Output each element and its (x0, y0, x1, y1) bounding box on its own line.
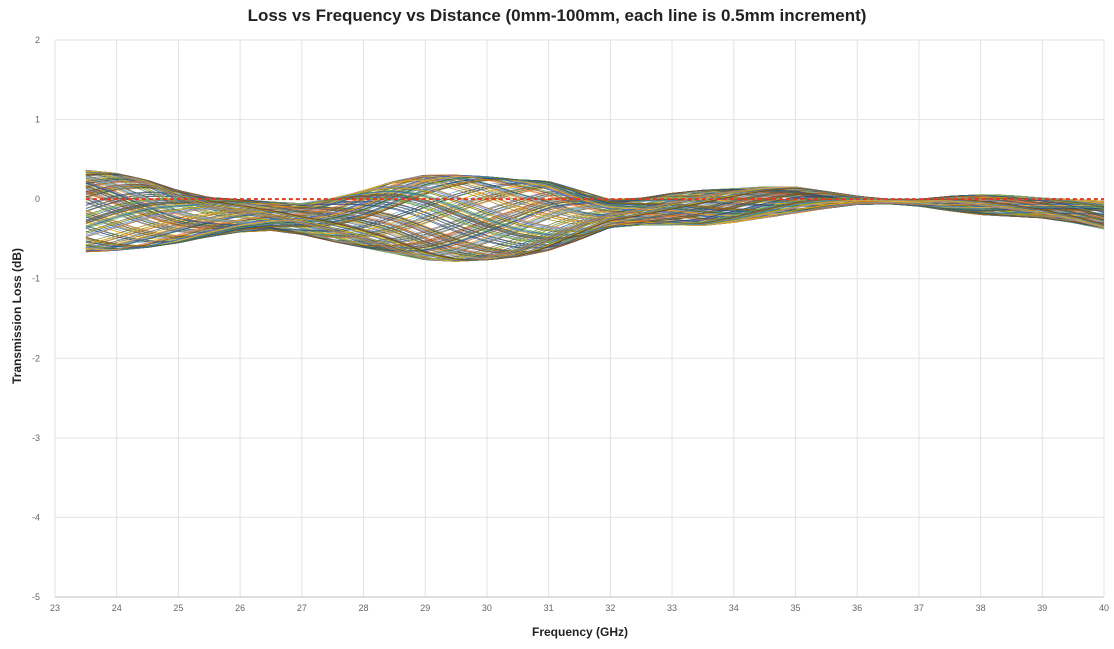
y-tick-label: 1 (35, 115, 40, 125)
x-tick-label: 27 (297, 603, 307, 613)
x-tick-label: 28 (359, 603, 369, 613)
x-tick-label: 30 (482, 603, 492, 613)
x-tick-label: 36 (852, 603, 862, 613)
series-line (85, 170, 1105, 262)
series-line (85, 175, 1104, 251)
x-tick-label: 24 (112, 603, 122, 613)
x-axis-title: Frequency (GHz) (531, 625, 628, 639)
series-line (85, 184, 1105, 255)
chart-title: Loss vs Frequency vs Distance (0mm-100mm… (247, 6, 867, 25)
x-tick-label: 37 (914, 603, 924, 613)
x-tick-label: 33 (667, 603, 677, 613)
x-tick-label: 38 (976, 603, 986, 613)
y-tick-label: 2 (35, 35, 40, 45)
series-line (85, 171, 1105, 262)
series-line (85, 175, 1105, 251)
series-line (85, 176, 1105, 250)
series-line (85, 174, 1105, 253)
x-tick-label: 35 (790, 603, 800, 613)
x-tick-label: 23 (50, 603, 60, 613)
x-tick-label: 25 (173, 603, 183, 613)
series-line (85, 181, 1105, 243)
x-tick-label: 40 (1099, 603, 1109, 613)
series-line (85, 177, 1105, 249)
series-line (85, 178, 1105, 247)
series-line (85, 178, 1105, 248)
y-tick-label: 0 (35, 194, 40, 204)
x-tick-label: 34 (729, 603, 739, 613)
y-tick-label: -2 (32, 353, 40, 363)
y-tick-label: -5 (32, 592, 40, 602)
x-tick-label: 29 (420, 603, 430, 613)
x-tick-label: 39 (1037, 603, 1047, 613)
y-tick-label: -3 (32, 433, 40, 443)
x-tick-label: 31 (544, 603, 554, 613)
y-tick-label: -1 (32, 274, 40, 284)
x-tick-label: 32 (605, 603, 615, 613)
x-tick-label: 26 (235, 603, 245, 613)
y-tick-label: -4 (32, 512, 40, 522)
